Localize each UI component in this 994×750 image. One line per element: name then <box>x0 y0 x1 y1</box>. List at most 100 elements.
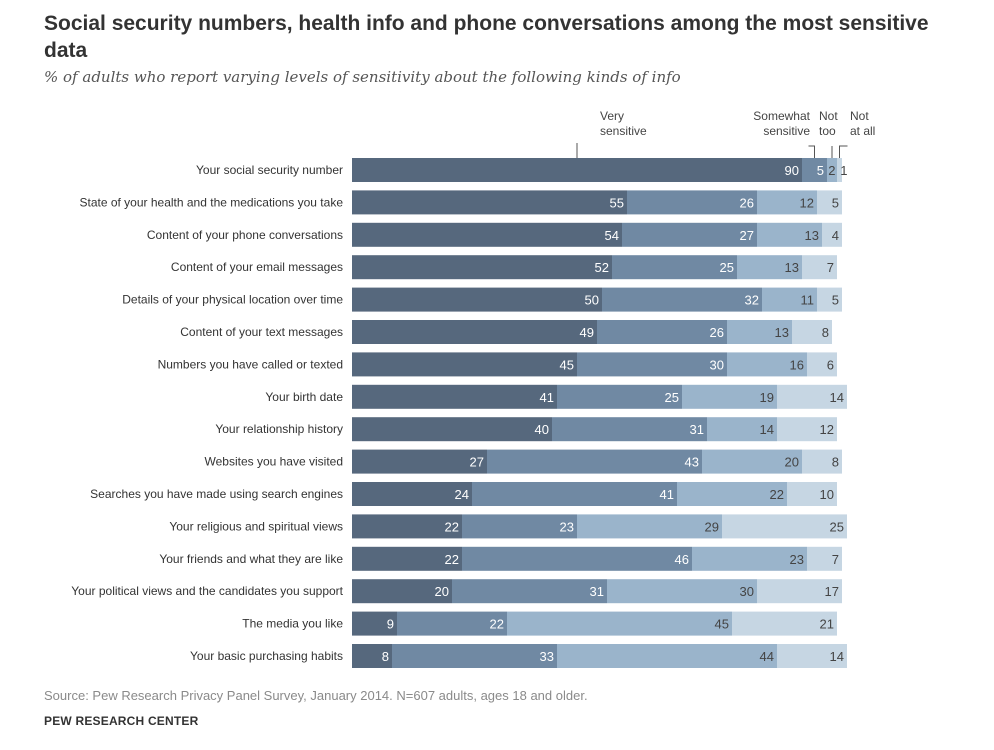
data-label-not-at-all: 8 <box>822 325 829 340</box>
legend-not-too-sensitive: Not too <box>819 109 838 139</box>
bar-segment-very <box>352 190 627 215</box>
data-label-not-too: 13 <box>805 228 819 243</box>
data-label-not-at-all: 6 <box>827 357 834 372</box>
data-label-not-at-all: 1 <box>840 163 847 178</box>
bar-segment-not-at-all <box>757 579 842 604</box>
bar-segment-very <box>352 449 487 474</box>
bar-segment-not-too <box>757 190 817 215</box>
bar-segment-not-at-all <box>807 352 837 377</box>
data-label-not-too: 11 <box>801 293 815 308</box>
category-label: Your relationship history <box>215 422 343 436</box>
data-label-very: 22 <box>445 552 459 567</box>
category-label: Your political views and the candidates … <box>71 584 343 598</box>
brand-footer: PEW RESEARCH CENTER <box>44 714 199 728</box>
data-label-not-at-all: 10 <box>820 487 834 502</box>
bar-segment-very <box>352 546 462 571</box>
bar-segment-not-too <box>707 417 777 442</box>
category-label: Content of your text messages <box>180 325 343 339</box>
bar-segment-somewhat <box>472 482 677 506</box>
data-label-not-too: 44 <box>760 649 774 664</box>
data-label-not-at-all: 5 <box>832 195 839 210</box>
bar-segment-not-at-all <box>822 222 842 247</box>
bar-segment-very <box>352 482 472 506</box>
chart-subtitle: % of adults who report varying levels of… <box>44 68 681 86</box>
bar-segment-very <box>352 287 602 312</box>
bar-segment-somewhat <box>802 158 827 182</box>
bar-segment-not-at-all <box>802 255 837 280</box>
bar-segment-not-too <box>827 158 837 182</box>
data-label-very: 20 <box>435 584 449 599</box>
data-label-not-too: 2 <box>828 163 835 178</box>
data-label-very: 52 <box>595 260 609 275</box>
legend-somewhat-line1: Somewhat <box>753 109 810 123</box>
legend-very-sensitive: Very sensitive <box>600 109 647 139</box>
bar-segment-not-too <box>727 352 807 377</box>
data-label-not-at-all: 7 <box>827 260 834 275</box>
bar-segment-very <box>352 255 612 280</box>
data-label-somewhat: 41 <box>660 487 674 502</box>
data-label-very: 55 <box>610 195 624 210</box>
bar-segment-very <box>352 222 622 247</box>
bar-segment-not-too <box>692 546 807 571</box>
category-label: Content of your phone conversations <box>147 228 343 242</box>
data-label-very: 8 <box>382 649 389 664</box>
bar-segment-not-at-all <box>802 449 842 474</box>
bar-segment-not-at-all <box>792 320 832 344</box>
data-label-not-at-all: 14 <box>830 649 844 664</box>
data-label-not-too: 13 <box>785 260 799 275</box>
data-label-not-at-all: 7 <box>832 552 839 567</box>
bar-segment-not-at-all <box>722 514 847 539</box>
bar-segment-not-too <box>737 255 802 280</box>
bar-segment-not-too <box>557 644 777 668</box>
bar-segment-somewhat <box>397 611 507 636</box>
bar-segment-somewhat <box>452 579 607 604</box>
data-label-not-at-all: 17 <box>825 584 839 599</box>
category-label: Details of your physical location over t… <box>122 293 343 307</box>
bar-segment-not-too <box>507 611 732 636</box>
data-label-not-at-all: 12 <box>820 422 834 437</box>
bar-segment-somewhat <box>557 384 682 409</box>
data-label-somewhat: 31 <box>590 584 604 599</box>
bar-segment-very <box>352 644 392 668</box>
data-label-not-at-all: 25 <box>830 519 844 534</box>
data-label-not-at-all: 8 <box>832 455 839 470</box>
bar-segment-somewhat <box>462 546 692 571</box>
data-label-not-too: 19 <box>760 390 774 405</box>
data-label-not-too: 45 <box>715 617 729 632</box>
bar-segment-not-too <box>727 320 792 344</box>
data-label-somewhat: 33 <box>540 649 554 664</box>
data-label-not-too: 23 <box>790 552 804 567</box>
data-label-very: 90 <box>785 163 799 178</box>
data-label-somewhat: 22 <box>490 617 504 632</box>
bar-segment-not-too <box>762 287 817 312</box>
data-label-not-too: 13 <box>775 325 789 340</box>
data-label-somewhat: 5 <box>817 163 824 178</box>
data-label-not-too: 29 <box>705 519 719 534</box>
bar-segment-somewhat <box>487 449 702 474</box>
data-label-very: 45 <box>560 357 574 372</box>
category-label: The media you like <box>242 617 343 631</box>
legend-not-at-all-line1: Not <box>850 109 869 123</box>
data-label-very: 54 <box>605 228 619 243</box>
data-label-not-too: 30 <box>740 584 754 599</box>
bar-segment-not-at-all <box>777 644 847 668</box>
leader-line-somewhat <box>808 145 815 158</box>
legend-not-too-line1: Not <box>819 109 838 123</box>
bar-segment-not-too <box>607 579 757 604</box>
bar-segment-somewhat <box>597 320 727 344</box>
legend-very-line2: sensitive <box>600 124 647 138</box>
data-label-very: 40 <box>535 422 549 437</box>
bar-segment-somewhat <box>552 417 707 442</box>
bar-segment-not-at-all <box>732 611 837 636</box>
bar-segment-very <box>352 384 557 409</box>
bar-segment-very <box>352 320 597 344</box>
data-label-not-too: 12 <box>800 195 814 210</box>
category-label: Content of your email messages <box>171 260 343 274</box>
data-label-very: 22 <box>445 519 459 534</box>
data-label-somewhat: 23 <box>560 519 574 534</box>
data-label-very: 49 <box>580 325 594 340</box>
source-note: Source: Pew Research Privacy Panel Surve… <box>44 688 588 703</box>
data-label-not-at-all: 21 <box>820 617 834 632</box>
bar-segment-not-at-all <box>837 158 842 182</box>
